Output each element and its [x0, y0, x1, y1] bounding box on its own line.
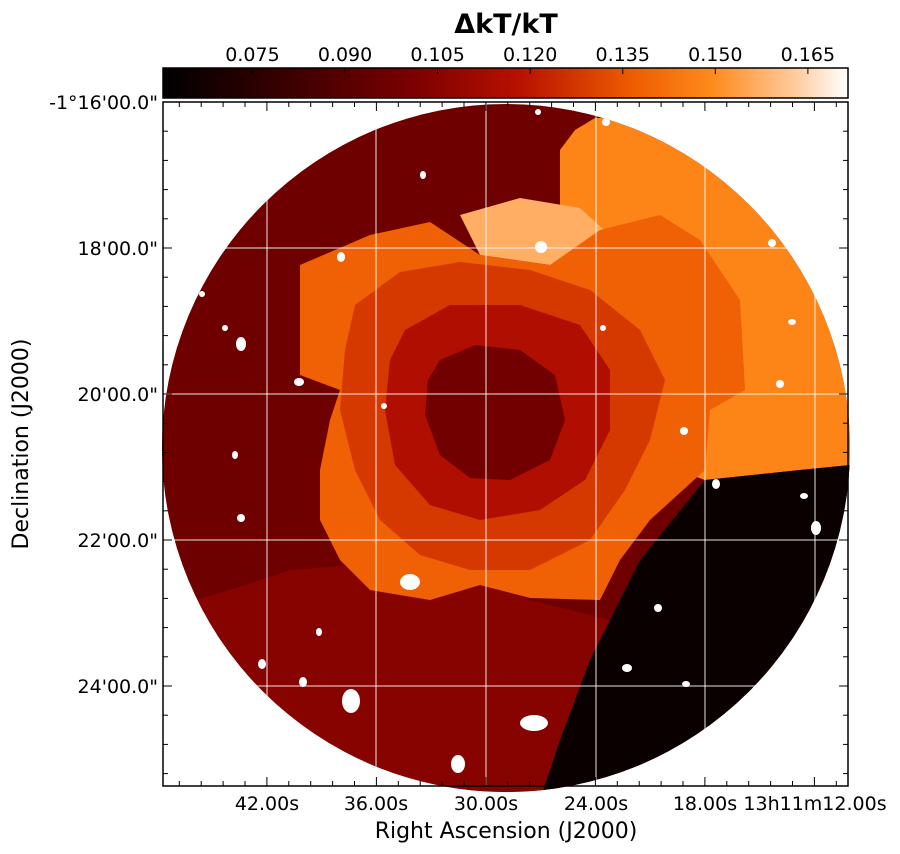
y-axis-label: Declination (J2000) — [9, 339, 34, 550]
colorbar-tick-label: 0.165 — [781, 44, 835, 66]
x-tick-label: 24.00s — [564, 793, 628, 815]
colorbar-title: ΔkT/kT — [454, 9, 558, 40]
region-core — [425, 345, 565, 480]
y-tick-label: -1°16'00.0" — [49, 92, 158, 114]
x-tick-label: 18.00s — [673, 793, 737, 815]
colorbar-tick-label: 0.120 — [503, 44, 557, 66]
y-tick-label: 24'00.0" — [78, 676, 158, 698]
grid — [163, 102, 848, 786]
x-axis-label: Right Ascension (J2000) — [375, 819, 638, 844]
y-tick-labels: -1°16'00.0" 18'00.0" 20'00.0" 22'00.0" 24'00… — [49, 92, 158, 698]
colorbar-tick-label: 0.090 — [318, 44, 372, 66]
x-tick-labels: 42.00s 36.00s 30.00s 24.00s 18.00s 13h11m12.0… — [235, 793, 887, 815]
colorbar-tick-label: 0.075 — [225, 44, 279, 66]
colorbar-tick-label: 0.150 — [688, 44, 742, 66]
y-tick-label: 20'00.0" — [78, 384, 158, 406]
x-tick-label: 36.00s — [344, 793, 408, 815]
colorbar — [162, 67, 849, 99]
x-tick-label: 42.00s — [235, 793, 299, 815]
x-tick-label: 30.00s — [454, 793, 518, 815]
colorbar-ticks: 0.075 0.090 0.105 0.120 0.135 0.150 0.165 — [225, 44, 835, 74]
colorbar-tick-label: 0.105 — [410, 44, 464, 66]
plot-frame — [162, 101, 849, 787]
masked-point-sources — [199, 109, 821, 773]
x-tick-label: 13h11m12.00s — [743, 793, 886, 815]
colorbar-tick-label: 0.135 — [596, 44, 650, 66]
y-tick-label: 22'00.0" — [78, 530, 158, 552]
map-regions — [162, 104, 850, 792]
y-tick-label: 18'00.0" — [78, 238, 158, 260]
axis-ticks — [163, 101, 848, 786]
